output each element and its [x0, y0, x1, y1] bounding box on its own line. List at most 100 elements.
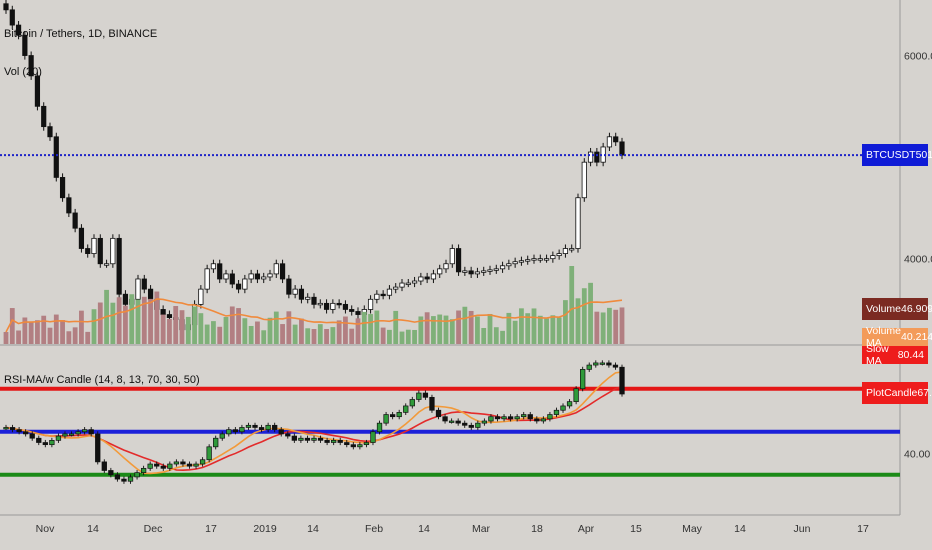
price-candle: [437, 264, 443, 278]
price-candle: [59, 173, 66, 202]
rsi-candle: [442, 414, 448, 424]
rsi-candle: [140, 465, 147, 476]
volume-bar: [393, 310, 399, 344]
rsi-candle: [586, 362, 592, 372]
rsi-candle: [337, 437, 343, 446]
rsi-candle: [16, 427, 22, 435]
rsi-pane[interactable]: [0, 360, 900, 484]
rsi-candle: [344, 439, 350, 448]
volume-bar: [468, 310, 474, 344]
volume-pane[interactable]: [3, 266, 625, 344]
price-candle: [512, 257, 518, 268]
price-tick-label: 4000.00: [904, 254, 932, 266]
price-candle: [248, 269, 254, 284]
volume-bar: [336, 320, 342, 344]
price-candle: [493, 264, 499, 274]
price-candle: [455, 244, 462, 276]
volume-bar: [299, 318, 304, 344]
time-tick-label: 14: [418, 523, 430, 535]
volume-bar: [248, 325, 254, 344]
price-candle: [481, 266, 487, 276]
rsi-candle: [55, 433, 62, 443]
time-tick-label: 17: [857, 523, 869, 535]
volume-bar: [387, 329, 392, 344]
price-candle: [261, 272, 267, 284]
price-candle: [367, 295, 374, 314]
price-candle: [543, 254, 550, 263]
price-candle: [298, 285, 305, 304]
volume-bar: [506, 312, 512, 344]
price-candle: [562, 244, 569, 258]
rsi-candle: [23, 429, 29, 437]
rsi-candle: [42, 439, 48, 448]
rsi-candle: [232, 427, 239, 435]
price-candle: [393, 283, 399, 294]
rsi-candle: [527, 411, 533, 422]
rsi-candle: [455, 418, 461, 426]
price-candle: [374, 290, 380, 304]
volume-bar: [487, 313, 493, 344]
volume-bar: [500, 330, 505, 344]
volume-bar: [449, 319, 455, 344]
price-candle: [53, 132, 59, 182]
price-pane[interactable]: [0, 0, 901, 515]
volume-bar: [116, 297, 122, 344]
rsi-candle: [245, 422, 252, 431]
rsi-candle: [62, 431, 68, 439]
price-candle: [204, 264, 210, 294]
rsi-candle: [422, 390, 429, 400]
volume-bar: [179, 310, 185, 344]
price-candle: [613, 132, 619, 146]
price-candle: [468, 266, 474, 278]
rsi-candle: [239, 424, 245, 435]
volume-bar: [424, 312, 430, 344]
price-candle: [537, 254, 543, 263]
price-candle: [575, 193, 581, 253]
rsi-candle: [593, 360, 599, 368]
price-candle: [462, 266, 468, 276]
plot-candle-tag: PlotCandle 67.54: [862, 382, 932, 404]
volume-bar: [110, 302, 116, 344]
time-tick-label: 17: [205, 523, 217, 535]
rsi-candle: [547, 411, 553, 422]
volume-bar: [512, 320, 518, 344]
price-candle: [267, 269, 273, 282]
rsi-candle: [389, 411, 396, 420]
rsi-candle: [540, 416, 547, 424]
volume-bar: [141, 296, 147, 344]
rsi-candle: [324, 437, 330, 446]
volume-bar: [160, 314, 166, 344]
rsi-candle: [173, 459, 180, 467]
price-candle: [380, 290, 386, 300]
price-candle: [619, 137, 625, 160]
volume-bar: [556, 317, 562, 344]
rsi-fast-ma-line: [5, 371, 623, 475]
volume-bar: [53, 314, 59, 344]
volume-bar: [355, 318, 361, 344]
rsi-candle: [121, 476, 127, 484]
rsi-candle: [95, 431, 101, 465]
rsi-candle: [278, 427, 284, 437]
volume-bar: [41, 315, 47, 344]
price-candle: [594, 147, 600, 167]
rsi-candle: [199, 457, 206, 467]
price-candle: [242, 274, 248, 294]
volume-bar: [79, 310, 84, 344]
rsi-candle: [435, 407, 442, 420]
volume-bar: [91, 309, 97, 344]
volume-bar: [563, 300, 568, 344]
rsi-candle: [127, 474, 134, 484]
slow-ma-tag-value: 80.44: [897, 349, 924, 361]
volume-bar: [569, 266, 575, 344]
price-candle: [254, 269, 261, 284]
rsi-candle: [167, 461, 173, 471]
price-candle: [72, 208, 78, 233]
rsi-candle: [599, 360, 605, 366]
rsi-candle: [272, 422, 278, 433]
rsi-candle: [317, 435, 324, 443]
volume-bar: [280, 324, 285, 344]
volume-bar: [204, 324, 210, 344]
price-candle: [506, 259, 512, 270]
volume-bar: [361, 311, 367, 344]
volume-bar: [261, 330, 267, 344]
